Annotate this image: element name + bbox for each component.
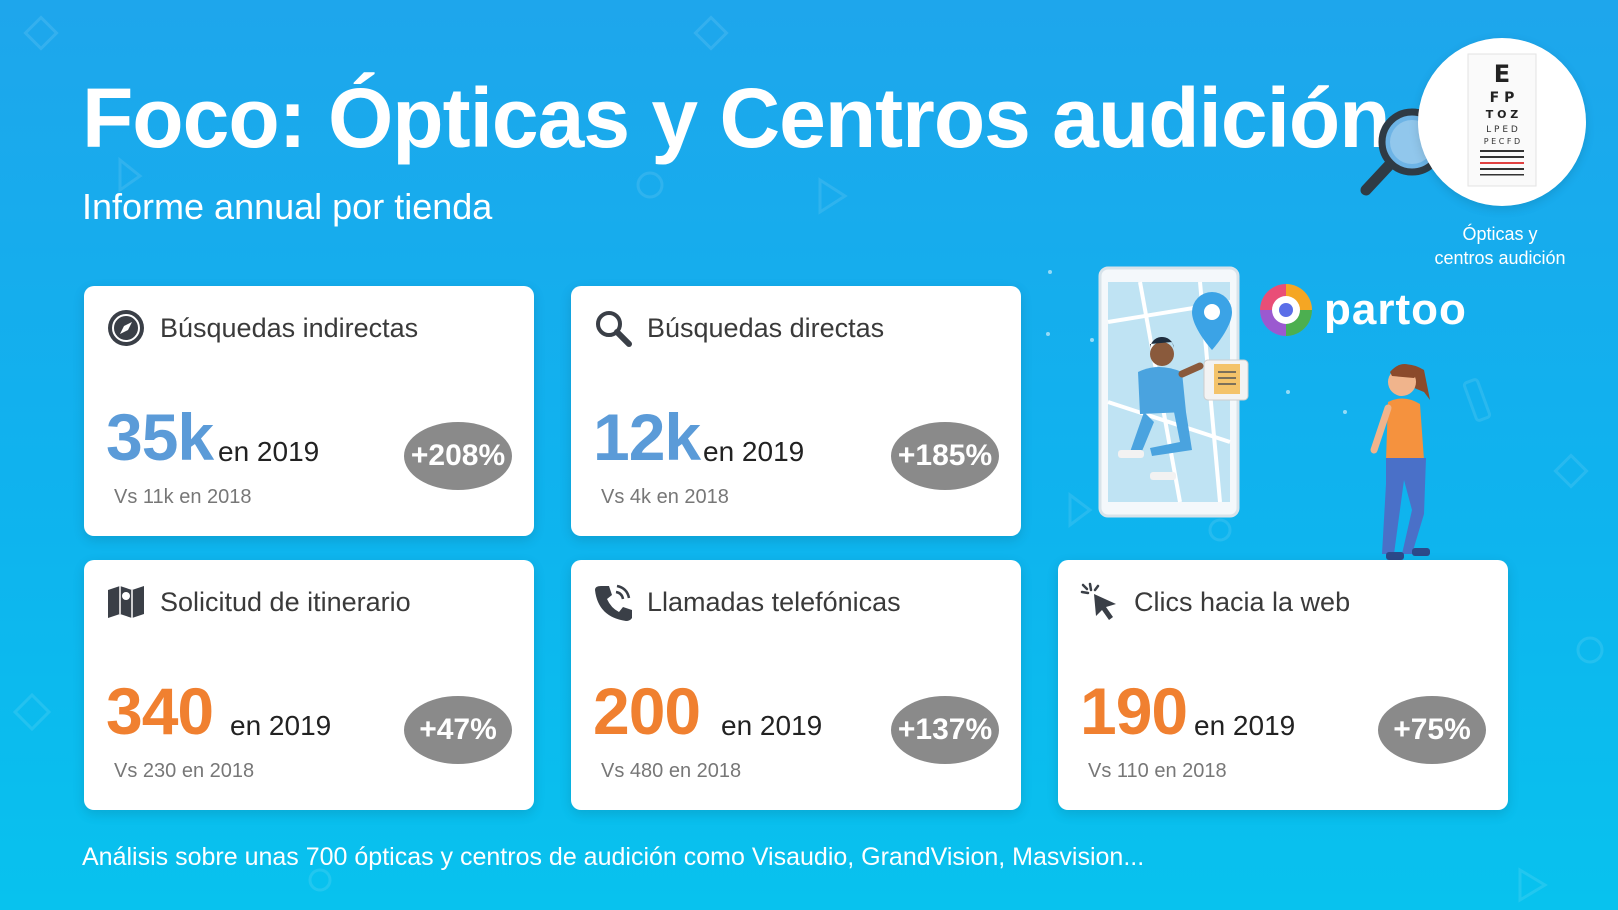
phone-map-illustration [1098,266,1249,518]
search-icon [593,308,633,348]
change-badge: +185% [891,422,999,490]
card-clics-web: Clics hacia la web 190 en 2019 Vs 110 en… [1058,560,1508,810]
card-label: Clics hacia la web [1134,586,1351,617]
footer-note: Análisis sobre unas 700 ópticas y centro… [82,843,1145,871]
svg-text:F P: F P [1490,90,1515,106]
svg-text:E: E [1494,60,1510,88]
page-subtitle: Informe annual por tienda [82,186,493,227]
brand-name: partoo [1324,285,1467,334]
card-value: 340 [106,674,214,748]
card-year: en 2019 [218,436,320,467]
eye-chart-icon: E F P T O Z L P E D P E C F D [1467,53,1537,187]
svg-text:L P E D: L P E D [1486,125,1518,135]
phone-icon [593,582,633,622]
card-comparison: Vs 4k en 2018 [601,486,729,508]
card-label: Solicitud de itinerario [160,586,411,617]
svg-text:P E C F D: P E C F D [1484,137,1520,146]
map-icon [106,582,146,622]
change-badge: +137% [891,696,999,764]
card-year: en 2019 [1194,710,1296,741]
card-busquedas-directas: Búsquedas directas 12k en 2019 Vs 4k en … [571,286,1021,536]
card-label: Llamadas telefónicas [647,586,901,617]
card-comparison: Vs 110 en 2018 [1088,760,1227,782]
eye-chart-badge: E F P T O Z L P E D P E C F D [1418,38,1586,206]
woman-illustration [1370,364,1430,560]
card-solicitud-itinerario: Solicitud de itinerario 340 en 2019 Vs 2… [84,560,534,810]
card-comparison: Vs 480 en 2018 [601,760,742,782]
card-year: en 2019 [721,710,823,741]
card-comparison: Vs 11k en 2018 [114,486,252,508]
card-label: Búsquedas directas [647,312,885,343]
card-value: 35k [106,400,214,474]
card-year: en 2019 [703,436,805,467]
change-badge: +208% [404,422,512,490]
card-value: 200 [593,674,701,748]
eye-chart-caption: Ópticas y centros audición [1400,222,1600,270]
svg-text:T O Z: T O Z [1486,108,1519,121]
change-badge: +47% [404,696,512,764]
card-comparison: Vs 230 en 2018 [114,760,255,782]
card-label: Búsquedas indirectas [160,312,419,343]
card-llamadas-telefonicas: Llamadas telefónicas 200 en 2019 Vs 480 … [571,560,1021,810]
card-value: 190 [1080,674,1188,748]
change-badge: +75% [1378,696,1486,764]
caption-line-2: centros audición [1434,248,1566,268]
partoo-logo-icon [1260,284,1312,336]
page-title: Foco: Ópticas y Centros audición [82,71,1391,165]
caption-line-1: Ópticas y [1462,224,1538,244]
partoo-brand: partoo [1258,282,1467,338]
card-value: 12k [593,400,701,474]
cursor-click-icon [1080,582,1120,622]
compass-icon [106,308,146,348]
card-busquedas-indirectas: Búsquedas indirectas 35k en 2019 Vs 11k … [84,286,534,536]
card-year: en 2019 [230,710,332,741]
